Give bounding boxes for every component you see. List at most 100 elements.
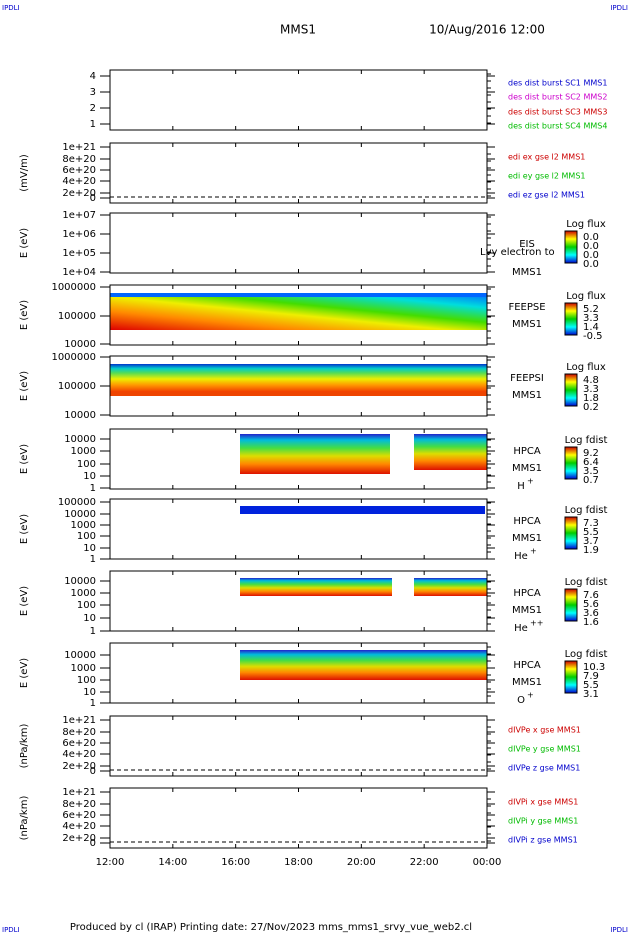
y-tick-label: 10 (83, 613, 96, 624)
y-tick-label: 4e+20 (62, 821, 96, 832)
side-label: HPCA (513, 516, 541, 527)
side-label: MMS1 (512, 677, 542, 688)
x-tick-label: 14:00 (158, 857, 187, 868)
y-tick-label: 10000 (64, 410, 96, 421)
legend-entry: edi ex gse l2 MMS1 (508, 153, 585, 162)
species-charge: + (527, 691, 534, 700)
colorbar-label: 0.7 (583, 475, 599, 486)
y-axis-label: E (eV) (19, 228, 30, 258)
colorbar-label: 4.8 (583, 375, 599, 386)
y-tick-label: 1e+21 (62, 715, 96, 726)
colorbar-label: 5.6 (583, 599, 599, 610)
y-tick-label: 0 (90, 766, 96, 777)
colorbar-title: Log fdist (565, 435, 608, 446)
colorbar (564, 660, 578, 694)
colorbar (564, 373, 578, 407)
colorbar-title: Log fdist (565, 577, 608, 588)
legend-entry: des dist burst SC3 MMS3 (508, 108, 607, 117)
footer-text: Produced by cl (IRAP) Printing date: 27/… (70, 922, 472, 933)
y-tick-label: 8e+20 (62, 727, 96, 738)
colorbar-label: 0.0 (583, 241, 599, 252)
colorbar-label: 9.2 (583, 448, 599, 459)
legend-entry: dIVPe y gse MMS1 (508, 745, 581, 754)
colorbar-label: 0.0 (583, 250, 599, 261)
y-tick-label: 4e+20 (62, 749, 96, 760)
y-tick-label: 6e+20 (62, 165, 96, 176)
side-label: MMS1 (512, 533, 542, 544)
y-tick-label: 100 (77, 459, 96, 470)
colorbar-label: 5.2 (583, 304, 599, 315)
date: 10/Aug/2016 12:00 (429, 23, 545, 37)
y-tick-label: 2e+20 (62, 833, 96, 844)
colorbar (564, 588, 578, 622)
x-tick-label: 12:00 (96, 857, 125, 868)
side-label: MMS1 (512, 463, 542, 474)
colorbar-label: 3.6 (583, 608, 599, 619)
legend-entry: des dist burst SC1 MMS1 (508, 79, 607, 88)
colorbar-label: 7.9 (583, 671, 599, 682)
y-tick-label: 6e+20 (62, 810, 96, 821)
y-tick-label: 100000 (58, 381, 96, 392)
colorbar-label: 3.7 (583, 536, 599, 547)
colorbar-label: 6.4 (583, 457, 599, 468)
colorbar (564, 302, 578, 336)
y-axis-label: (mV/m) (19, 154, 30, 192)
y-tick-label: 1e+21 (62, 787, 96, 798)
side-label: EIS (519, 239, 535, 250)
species: He (514, 551, 528, 562)
y-tick-label: 10000 (64, 509, 96, 520)
side-label: FEEPSI (510, 373, 544, 384)
y-tick-label: 100 (77, 675, 96, 686)
species: He (514, 623, 528, 634)
side-label: HPCA (513, 588, 541, 599)
y-tick-label: 1e+05 (62, 248, 96, 259)
y-tick-label: 10 (83, 471, 96, 482)
colorbar-label: -0.5 (583, 331, 603, 342)
panel-frame (109, 787, 488, 849)
colorbar-label: 3.1 (583, 689, 599, 700)
y-tick-label: 2e+20 (62, 761, 96, 772)
y-tick-label: 100 (77, 600, 96, 611)
y-tick-label: 10 (83, 687, 96, 698)
x-tick-label: 16:00 (221, 857, 250, 868)
legend-entry: edi ez gse l2 MMS1 (508, 191, 585, 200)
colorbar-label: 10.3 (583, 662, 605, 673)
y-tick-label: 2e+20 (62, 188, 96, 199)
colorbar-label: 7.3 (583, 518, 599, 529)
y-axis-label: E (eV) (19, 658, 30, 688)
legend-entry: dIVPe z gse MMS1 (508, 764, 580, 773)
y-tick-label: 1000000 (51, 282, 96, 293)
side-label: MMS1 (512, 267, 542, 278)
y-tick-label: 1 (90, 554, 96, 565)
side-label: MMS1 (512, 319, 542, 330)
colorbar-label: 1.8 (583, 393, 599, 404)
x-tick-label: 00:00 (473, 857, 502, 868)
colorbar-title: Log flux (566, 291, 606, 302)
colorbar-title: Log flux (566, 219, 606, 230)
panel-frame (109, 142, 488, 204)
colorbar-label: 1.9 (583, 545, 599, 556)
y-tick-label: 1000 (71, 663, 96, 674)
y-tick-label: 1000000 (51, 352, 96, 363)
y-tick-label: 4e+20 (62, 176, 96, 187)
panel-frame (109, 69, 488, 131)
y-axis-label: (nPa/km) (19, 796, 30, 841)
y-tick-label: 1000 (71, 520, 96, 531)
legend-entry: des dist burst SC2 MMS2 (508, 93, 607, 102)
legend-entry: dIVPi y gse MMS1 (508, 817, 578, 826)
species: H (517, 481, 525, 492)
legend-entry: dIVPi x gse MMS1 (508, 798, 578, 807)
y-tick-label: 1 (90, 626, 96, 637)
y-tick-label: 1e+06 (62, 229, 96, 240)
y-tick-label: 1 (90, 119, 96, 130)
colorbar-label: 3.3 (583, 384, 599, 395)
y-axis-label: (nPa/km) (19, 724, 30, 769)
y-tick-label: 1e+07 (62, 210, 96, 221)
y-tick-label: 10 (83, 543, 96, 554)
spectrogram-fills (110, 293, 487, 680)
y-axis-label: E (eV) (19, 300, 30, 330)
side-label: HPCA (513, 446, 541, 457)
legend-entry: edi ey gse l2 MMS1 (508, 172, 586, 181)
y-tick-label: 1 (90, 698, 96, 709)
